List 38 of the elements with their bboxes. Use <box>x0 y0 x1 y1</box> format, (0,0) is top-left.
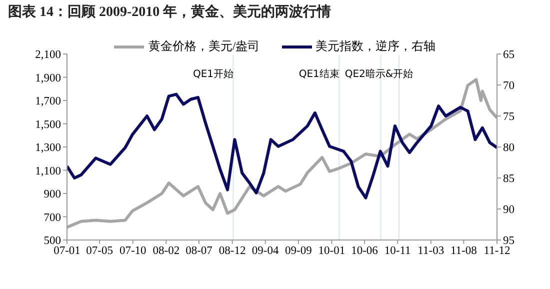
x-tick-label: 10-01 <box>318 245 346 258</box>
x-tick-label: 07-10 <box>119 245 147 258</box>
chart-title: 图表 14：回顾 2009-2010 年，黄金、美元的两波行情 <box>8 3 332 21</box>
y-tick-label: 1,100 <box>35 165 62 178</box>
y2-tick-label: 80 <box>503 142 515 154</box>
y-tick-label: 1,500 <box>35 118 62 131</box>
y2-tick-label: 70 <box>503 80 515 92</box>
ref-line-label: QE1开始 <box>192 69 234 80</box>
y-tick-label: 1,700 <box>35 96 62 108</box>
x-tick-label: 10-11 <box>384 245 412 258</box>
y2-tick-label: 90 <box>503 204 515 216</box>
y-tick-label: 900 <box>44 188 62 201</box>
y2-tick-label: 85 <box>503 173 515 186</box>
x-tick-label: 08-12 <box>218 245 246 258</box>
line-series <box>67 92 497 200</box>
ref-line-label: QE2暗示&开始 <box>344 68 414 80</box>
x-tick-label: 11-08 <box>450 245 478 258</box>
y-tick-label: 500 <box>44 235 62 248</box>
x-tick-label: 08-02 <box>152 245 180 258</box>
x-tick-label: 07-05 <box>86 245 114 258</box>
x-tick-label: 10-06 <box>351 245 378 258</box>
legend-label: 黄金价格，美元/盎司 <box>148 38 260 55</box>
y-tick-label: 2,100 <box>35 49 62 62</box>
legend-label: 美元指数，逆序，右轴 <box>316 38 436 55</box>
line-series <box>67 78 497 229</box>
x-tick-label: 07-01 <box>54 245 81 258</box>
x-tick-label: 11-12 <box>484 245 510 258</box>
y-tick-label: 1,900 <box>35 72 62 84</box>
y2-tick-label: 75 <box>503 111 515 124</box>
x-tick-label: 11-03 <box>418 245 444 258</box>
x-tick-label: 08-07 <box>186 245 213 258</box>
y-tick-label: 700 <box>44 212 62 224</box>
x-tick-label: 09-04 <box>252 245 280 258</box>
y2-tick-label: 65 <box>503 49 515 62</box>
y-tick-label: 1,300 <box>35 142 62 154</box>
y2-tick-label: 95 <box>503 235 515 248</box>
ref-line-label: QE1结束 <box>298 68 340 80</box>
x-tick-label: 09-09 <box>284 245 312 258</box>
